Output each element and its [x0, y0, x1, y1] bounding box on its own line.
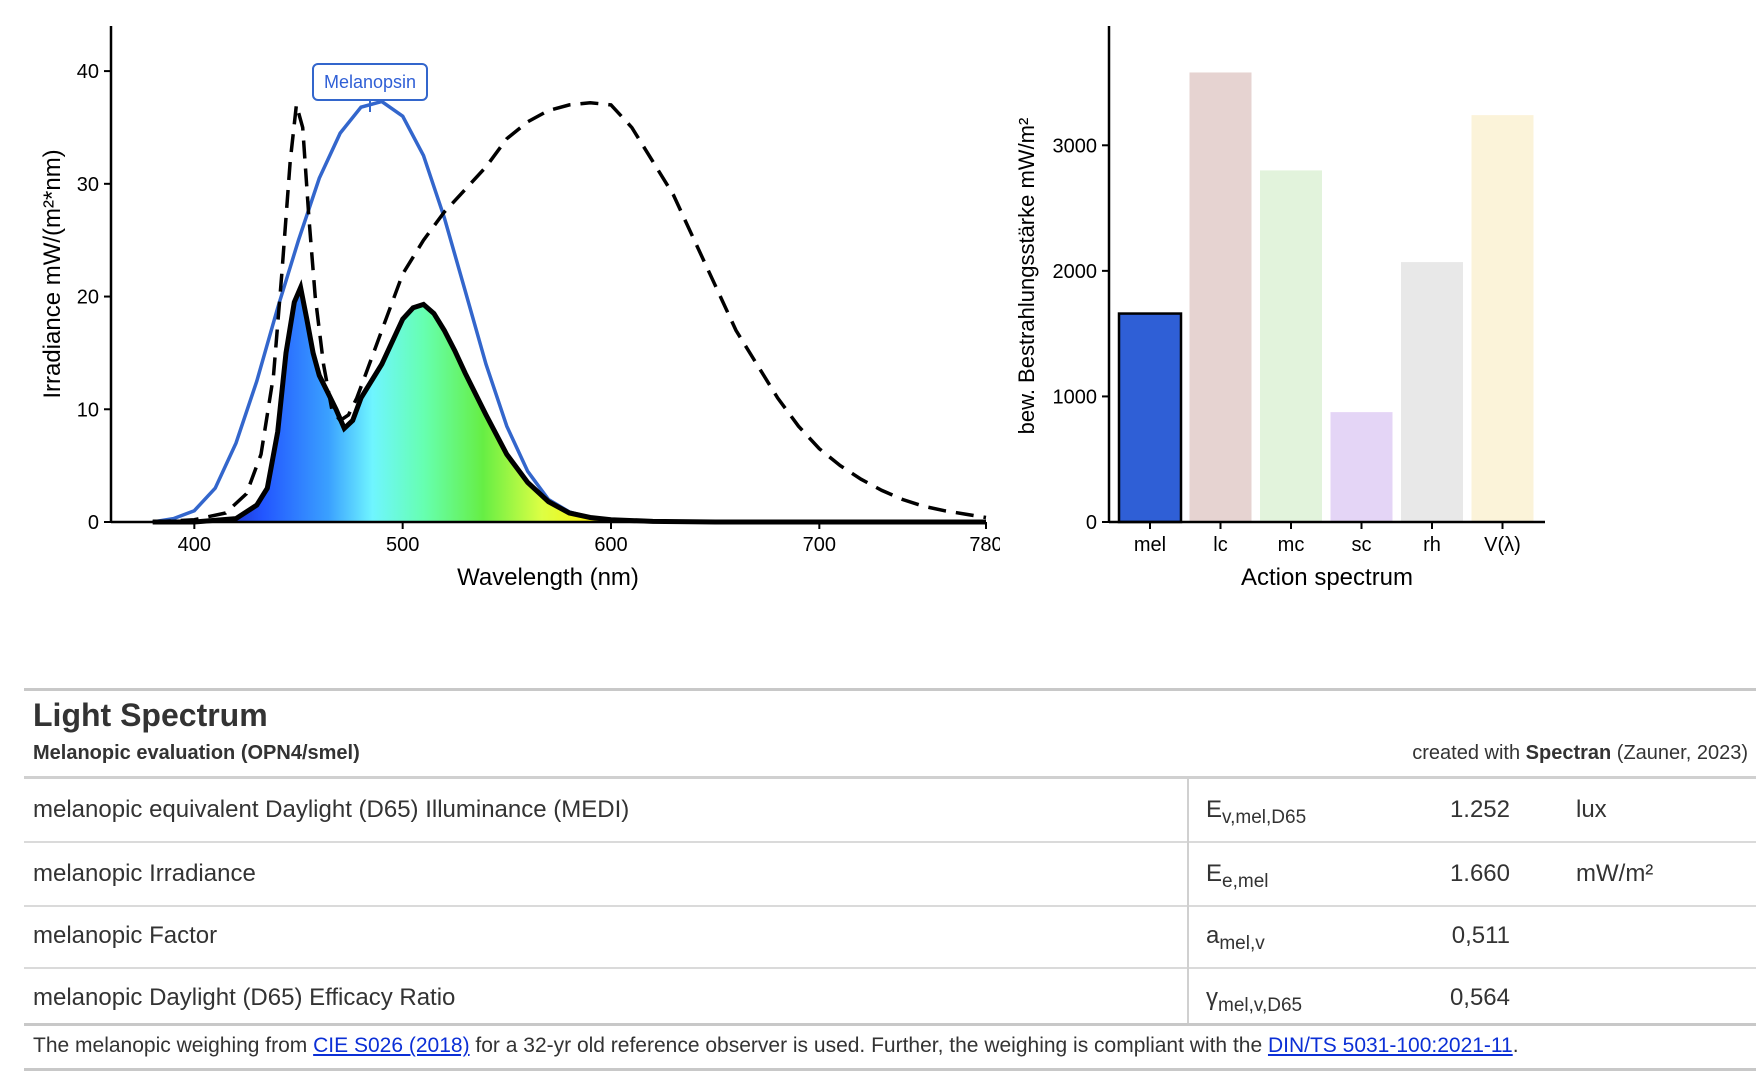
- bar-x-tick-label: lc: [1213, 534, 1227, 556]
- bar-x-axis-title: Action spectrum: [1241, 564, 1413, 591]
- row-label: melanopic Daylight (D65) Efficacy Ratio: [33, 984, 456, 1011]
- x-tick-label: 780: [969, 534, 1000, 556]
- spectrum-curve: [152, 279, 986, 525]
- bar-y-tick-label: 3000: [1053, 135, 1098, 157]
- bar-y-tick-label: 0: [1086, 512, 1097, 534]
- credit-tool: Spectran: [1525, 742, 1612, 764]
- credit-suffix: (Zauner, 2023): [1611, 742, 1748, 764]
- row-value: 1.252: [1449, 796, 1510, 823]
- x-tick-label: 600: [594, 534, 627, 556]
- x-axis-title: Wavelength (nm): [457, 564, 639, 591]
- y-tick-label: 20: [77, 287, 99, 309]
- table-footnote: The melanopic weighing from CIE S026 (20…: [33, 1034, 1519, 1057]
- table-column-separator: [1187, 776, 1189, 1025]
- row-unit: mW/m²: [1576, 860, 1654, 887]
- spectrum-fill: [152, 287, 986, 522]
- table-row: melanopic equivalent Daylight (D65) Illu…: [24, 779, 1756, 843]
- row-unit: lux: [1576, 796, 1607, 823]
- row-value: 0,511: [1451, 922, 1510, 949]
- y-tick-label: 0: [88, 512, 99, 534]
- row-value: 0,564: [1449, 984, 1510, 1011]
- bar-y-axis-title: bew. Bestrahlungsstärke mW/m²: [1014, 118, 1039, 435]
- row-label: melanopic Factor: [33, 922, 218, 949]
- table-subtitle: Melanopic evaluation (OPN4/smel): [33, 742, 360, 764]
- table-row: melanopic Irradiance Ee,mel 1.660 mW/m²: [24, 843, 1756, 907]
- row-symbol: amel,v: [1206, 922, 1265, 954]
- y-tick-label: 30: [77, 174, 99, 196]
- table-row: melanopic Daylight (D65) Efficacy Ratio …: [24, 967, 1756, 1029]
- table-header-rule: [24, 776, 1756, 779]
- x-tick-label: 500: [386, 534, 419, 556]
- table-credit: created with Spectran (Zauner, 2023): [1412, 742, 1748, 765]
- bar-x-tick-label: mel: [1134, 534, 1166, 556]
- bar-v: [1471, 115, 1534, 523]
- bar-sc: [1330, 412, 1393, 522]
- y-tick-label: 40: [77, 61, 99, 83]
- table-row: melanopic Factor amel,v 0,511: [24, 905, 1756, 969]
- bar-x-tick-label: rh: [1423, 534, 1441, 556]
- bar-lc: [1189, 72, 1252, 523]
- y-axis-title: Irradiance mW/(m²*nm): [39, 149, 66, 398]
- bar-x-tick-label: sc: [1352, 534, 1372, 556]
- row-value: 1.660: [1449, 860, 1510, 887]
- bar-x-tick-label: mc: [1278, 534, 1305, 556]
- row-label: melanopic equivalent Daylight (D65) Illu…: [33, 796, 630, 823]
- bar-rh: [1401, 262, 1463, 522]
- reference-dashed-curve: [152, 100, 987, 524]
- melanopsin-label: Melanopsin: [312, 63, 428, 112]
- melanopsin-annotation: Melanopsin: [324, 72, 416, 92]
- action-spectrum-chart: 0 1000 2000 3000 mel lc mc sc rh V(λ) Action spe…: [1014, 26, 1545, 591]
- bar-y-tick-label: 1000: [1053, 386, 1098, 408]
- row-symbol: Ee,mel: [1206, 860, 1269, 892]
- row-symbol: γmel,v,D65: [1206, 984, 1303, 1016]
- cie-s026-link[interactable]: CIE S026 (2018): [313, 1034, 470, 1057]
- row-symbol: Ev,mel,D65: [1206, 796, 1307, 828]
- credit-prefix: created with: [1412, 742, 1526, 764]
- bar-mc: [1260, 170, 1322, 522]
- table-bottom-rule: [24, 1068, 1756, 1071]
- spectrum-plot-area: [152, 99, 987, 525]
- spectrum-chart: 0 10 20 30 40 400 500 600 700 780 Melanopsin Wav…: [39, 26, 1000, 591]
- bar-y-tick-label: 2000: [1053, 261, 1098, 283]
- table-top-rule: [24, 688, 1756, 691]
- bar-x-tick-label: V(λ): [1484, 534, 1521, 556]
- table-title: Light Spectrum: [33, 697, 268, 733]
- row-label: melanopic Irradiance: [33, 860, 256, 887]
- table-footer-rule: [24, 1023, 1756, 1026]
- din-ts-link[interactable]: DIN/TS 5031-100:2021-11: [1267, 1034, 1513, 1057]
- x-tick-label: 700: [803, 534, 836, 556]
- bar-mel: [1117, 312, 1183, 524]
- x-tick-label: 400: [178, 534, 211, 556]
- y-tick-label: 10: [77, 399, 99, 421]
